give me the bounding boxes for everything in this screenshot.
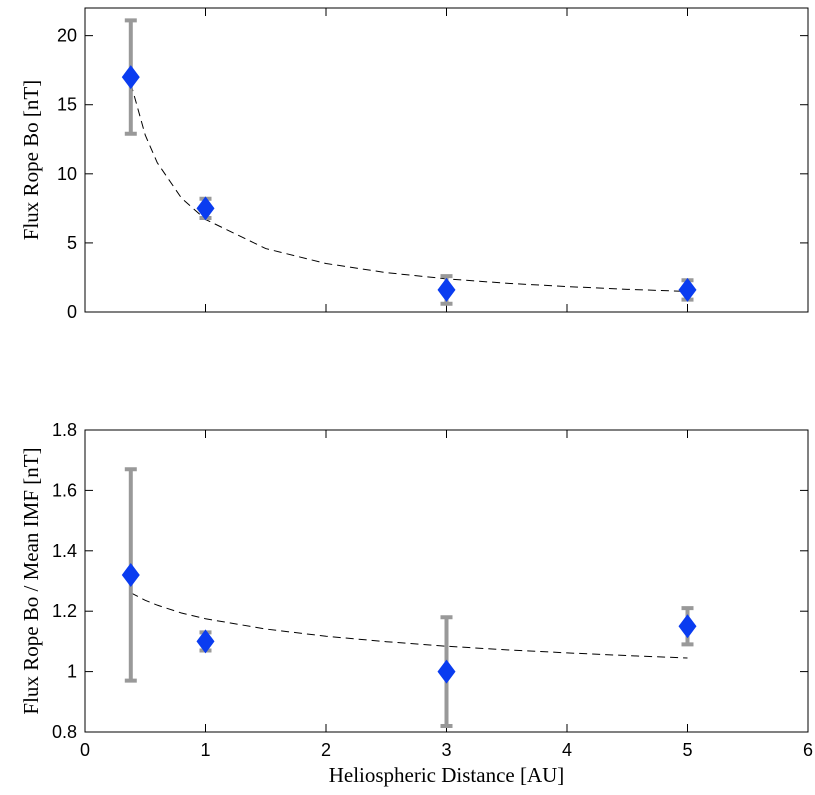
y-axis-label: Flux Rope Bo / Mean IMF [nT] <box>19 447 43 714</box>
y-tick-label: 10 <box>57 164 77 184</box>
y-tick-label: 5 <box>67 233 77 253</box>
x-tick-label: 4 <box>562 740 572 760</box>
y-tick-label: 15 <box>57 95 77 115</box>
data-point <box>196 629 215 654</box>
y-tick-label: 1.2 <box>52 601 77 621</box>
data-point <box>437 277 456 302</box>
y-tick-label: 1.8 <box>52 420 77 440</box>
x-tick-label: 5 <box>682 740 692 760</box>
y-tick-label: 0.8 <box>52 722 77 742</box>
x-tick-label: 3 <box>441 740 451 760</box>
y-tick-label: 1.4 <box>52 541 77 561</box>
y-tick-label: 1.6 <box>52 480 77 500</box>
data-point <box>196 196 215 221</box>
y-tick-label: 0 <box>67 302 77 322</box>
x-axis-label: Heliospheric Distance [AU] <box>329 763 565 787</box>
fit-line <box>130 592 688 659</box>
plot-area <box>84 7 809 313</box>
data-point <box>678 614 697 639</box>
fit-line <box>130 83 688 292</box>
x-tick-label: 0 <box>80 740 90 760</box>
data-point <box>121 562 140 587</box>
data-point <box>437 659 456 684</box>
data-point <box>678 277 697 302</box>
y-tick-label: 1 <box>67 662 77 682</box>
x-tick-label: 2 <box>321 740 331 760</box>
y-axis-label: Flux Rope Bo [nT] <box>19 80 43 240</box>
data-point <box>121 65 140 90</box>
y-tick-label: 20 <box>57 26 77 46</box>
x-tick-label: 6 <box>803 740 813 760</box>
x-tick-label: 1 <box>200 740 210 760</box>
